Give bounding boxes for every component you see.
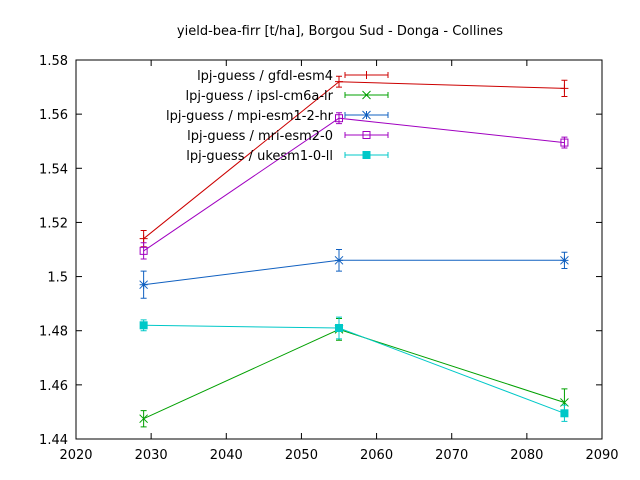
y-tick-label: 1.44 bbox=[39, 433, 68, 448]
series-line bbox=[143, 324, 565, 414]
legend: lpj-guess / gfdl-esm4 lpj-guess / ipsl-cm… bbox=[166, 69, 389, 164]
point-marker bbox=[362, 151, 371, 159]
point-marker bbox=[335, 324, 343, 333]
series-4 bbox=[139, 316, 569, 422]
series-3 bbox=[139, 112, 569, 260]
point-marker bbox=[139, 414, 148, 424]
point-marker bbox=[362, 90, 371, 100]
point-marker bbox=[560, 138, 569, 147]
y-tick-label: 1.46 bbox=[39, 379, 68, 394]
chart-title: yield-bea-firr [t/ha], Borgou Sud - Dong… bbox=[177, 24, 503, 39]
point-marker bbox=[362, 71, 371, 79]
x-tick-label: 2070 bbox=[435, 448, 468, 463]
series-2 bbox=[139, 249, 569, 299]
y-tick-label: 1.54 bbox=[39, 162, 68, 177]
y-tick-label: 1.56 bbox=[39, 108, 68, 123]
point-marker bbox=[139, 234, 148, 243]
x-tick-label: 2030 bbox=[135, 448, 168, 463]
axis-ticks: 2020 2030 2040 2050 2060 2070 2080 2090 1.44 1.46… bbox=[39, 54, 619, 463]
series-line bbox=[143, 328, 565, 420]
x-tick-label: 2080 bbox=[510, 448, 543, 463]
legend-label: lpj-guess / ipsl-cm6a-lr bbox=[186, 89, 334, 104]
legend-label: lpj-guess / mpi-esm1-2-hr bbox=[166, 109, 334, 124]
legend-label: lpj-guess / ukesm1-0-ll bbox=[186, 149, 333, 164]
x-tick-label: 2060 bbox=[360, 448, 393, 463]
point-marker bbox=[362, 131, 371, 139]
series-layer bbox=[139, 75, 569, 428]
point-marker bbox=[335, 114, 343, 123]
y-tick-label: 1.5 bbox=[47, 271, 68, 286]
point-marker bbox=[560, 84, 569, 93]
x-tick-label: 2090 bbox=[585, 448, 618, 463]
point-marker bbox=[139, 246, 148, 255]
series-1 bbox=[139, 318, 569, 428]
x-tick-label: 2050 bbox=[285, 448, 318, 463]
legend-swatch bbox=[344, 132, 389, 138]
x-tick-label: 2020 bbox=[59, 448, 92, 463]
error-bar bbox=[140, 242, 147, 260]
legend-label: lpj-guess / mri-esm2-0 bbox=[187, 129, 333, 144]
point-marker bbox=[334, 255, 344, 265]
y-tick-label: 1.52 bbox=[39, 216, 68, 231]
point-marker bbox=[139, 280, 148, 290]
legend-label: lpj-guess / gfdl-esm4 bbox=[197, 69, 333, 84]
point-marker bbox=[139, 321, 148, 330]
point-marker bbox=[560, 409, 569, 418]
plot-frame bbox=[75, 59, 603, 440]
point-marker bbox=[335, 77, 343, 86]
series-line bbox=[143, 259, 565, 286]
point-marker bbox=[362, 110, 371, 120]
point-marker bbox=[560, 255, 569, 265]
y-tick-label: 1.48 bbox=[39, 325, 68, 340]
y-tick-label: 1.58 bbox=[39, 54, 68, 69]
x-tick-label: 2040 bbox=[210, 448, 243, 463]
